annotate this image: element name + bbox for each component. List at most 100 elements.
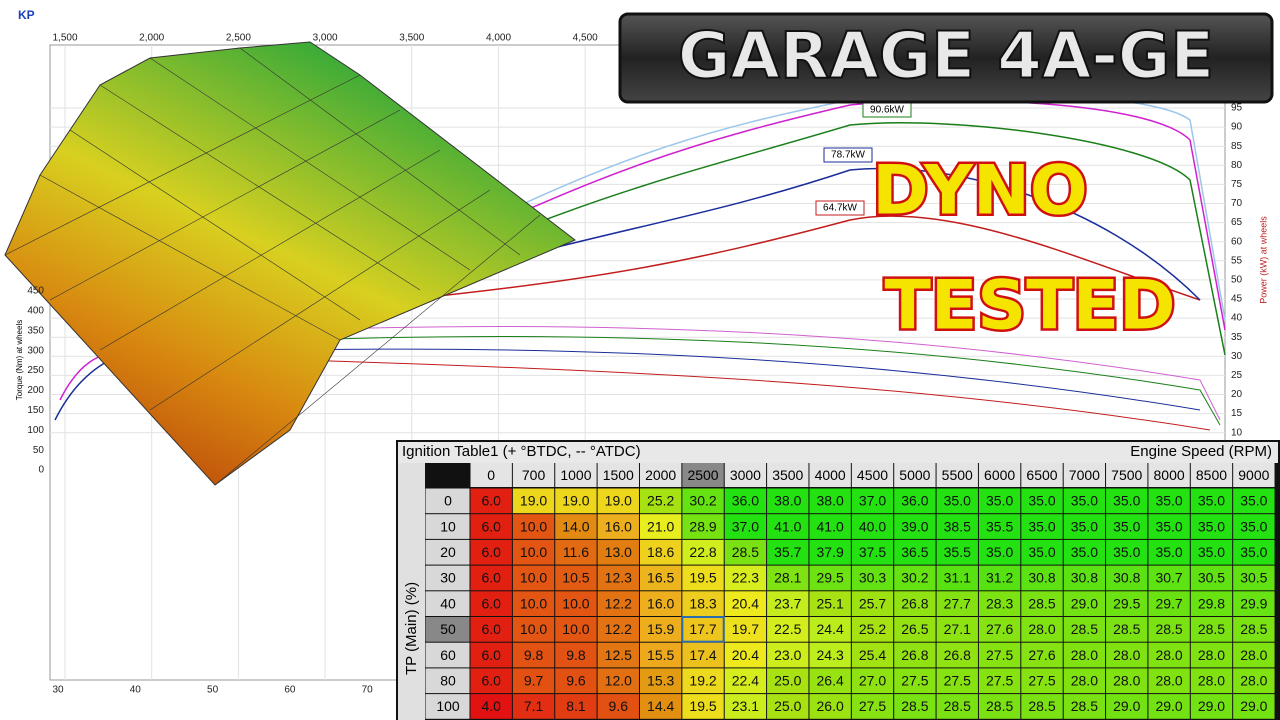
cell (1021, 617, 1063, 642)
cell-text: 28.0 (1113, 672, 1140, 688)
cell (809, 642, 851, 668)
cell-text: 24.4 (817, 621, 844, 637)
cell (1106, 565, 1148, 591)
cell-text: 30.2 (901, 570, 928, 586)
cell (470, 565, 512, 591)
power-tick-label: 65 (1231, 217, 1243, 228)
column-header (1148, 463, 1190, 487)
cell (894, 617, 936, 642)
cell-text: 6.0 (481, 493, 501, 509)
cell (894, 565, 936, 591)
column-header-text: 9000 (1238, 467, 1269, 483)
cell (767, 694, 809, 719)
top-tick-label: 2,500 (226, 33, 251, 44)
cell-text: 35.0 (1198, 493, 1225, 509)
cell (724, 617, 767, 642)
column-header (470, 463, 512, 487)
peak-box (823, 147, 873, 163)
cell-text: 28.0 (1071, 647, 1098, 663)
cell-text: 28.5 (1155, 621, 1182, 637)
cell (851, 668, 894, 694)
cell-text: 41.0 (817, 518, 844, 534)
cell-text: 35.5 (986, 518, 1013, 534)
cell-text: 36.5 (901, 544, 928, 560)
cell (1106, 694, 1148, 719)
cell (894, 539, 936, 565)
cell (470, 668, 512, 694)
cell-text: 19.0 (520, 493, 547, 509)
table-title-bar (398, 442, 1278, 463)
column-header-text: 4000 (815, 467, 846, 483)
cell (681, 616, 725, 643)
cell-text: 13.0 (605, 544, 632, 560)
cell (1148, 617, 1190, 642)
cell (936, 617, 978, 642)
column-header-text: 2500 (687, 467, 718, 483)
cell-text: 21.0 (647, 518, 674, 534)
cell-text: 10.0 (520, 518, 547, 534)
column-header-text: 7500 (1111, 467, 1142, 483)
torque-tick-label: 150 (27, 405, 44, 416)
cell (1021, 488, 1063, 514)
cell-text: 28.3 (986, 595, 1013, 611)
cell (724, 514, 767, 539)
cell-text: 28.0 (1155, 647, 1182, 663)
column-header (767, 463, 809, 487)
cell-text: 35.0 (1113, 493, 1140, 509)
cell (597, 565, 639, 591)
cell (1190, 565, 1233, 591)
row-header-text: 10 (440, 518, 456, 534)
cell (936, 539, 978, 565)
cell (1233, 694, 1275, 719)
cell (470, 539, 512, 565)
column-header (512, 463, 555, 487)
table-y-axis: TP (Main) (%) (403, 582, 420, 675)
column-header-text: 6000 (984, 467, 1015, 483)
cell-text: 29.8 (1198, 595, 1225, 611)
cell (767, 565, 809, 591)
cell-text: 15.5 (647, 647, 674, 663)
cell-text: 26.0 (817, 698, 844, 714)
cell-text: 35.0 (1071, 518, 1098, 534)
cell (597, 488, 639, 514)
column-header (597, 463, 639, 487)
power-tick-label: 95 (1231, 103, 1243, 114)
cell-text: 28.0 (1155, 672, 1182, 688)
cell (1148, 488, 1190, 514)
cell (682, 694, 724, 719)
cell-text: 35.0 (1071, 493, 1098, 509)
cell (1063, 514, 1106, 539)
cell (1021, 642, 1063, 668)
power-tick-label: 30 (1231, 351, 1243, 362)
cell-text: 23.0 (774, 647, 801, 663)
cell (851, 617, 894, 642)
peak-label: 78.7kW (831, 150, 865, 161)
cell-text: 12.3 (605, 570, 632, 586)
cell (639, 642, 682, 668)
cell-text: 28.0 (1113, 647, 1140, 663)
cell-text: 28.0 (1071, 672, 1098, 688)
peak-box (815, 200, 865, 216)
cell (851, 694, 894, 719)
top-tick-label: 4,500 (573, 33, 598, 44)
cell-text: 10.0 (562, 595, 589, 611)
row-header (425, 591, 470, 616)
torque-tick-label: 250 (27, 365, 44, 376)
row-header (425, 488, 470, 514)
cell (639, 514, 682, 539)
cell-text: 22.8 (689, 544, 716, 560)
cell (682, 488, 724, 514)
top-tick-label: 4,000 (486, 33, 511, 44)
cell-text: 27.7 (944, 595, 971, 611)
cell-text: 30.3 (859, 570, 886, 586)
cell-text: 27.0 (859, 672, 886, 688)
cell (597, 694, 639, 719)
cell-text: 19.0 (605, 493, 632, 509)
cell (470, 617, 512, 642)
cell (1106, 488, 1148, 514)
cell (555, 565, 597, 591)
cell-text: 25.1 (817, 595, 844, 611)
cell (894, 642, 936, 668)
cell (724, 488, 767, 514)
cell (512, 591, 555, 616)
